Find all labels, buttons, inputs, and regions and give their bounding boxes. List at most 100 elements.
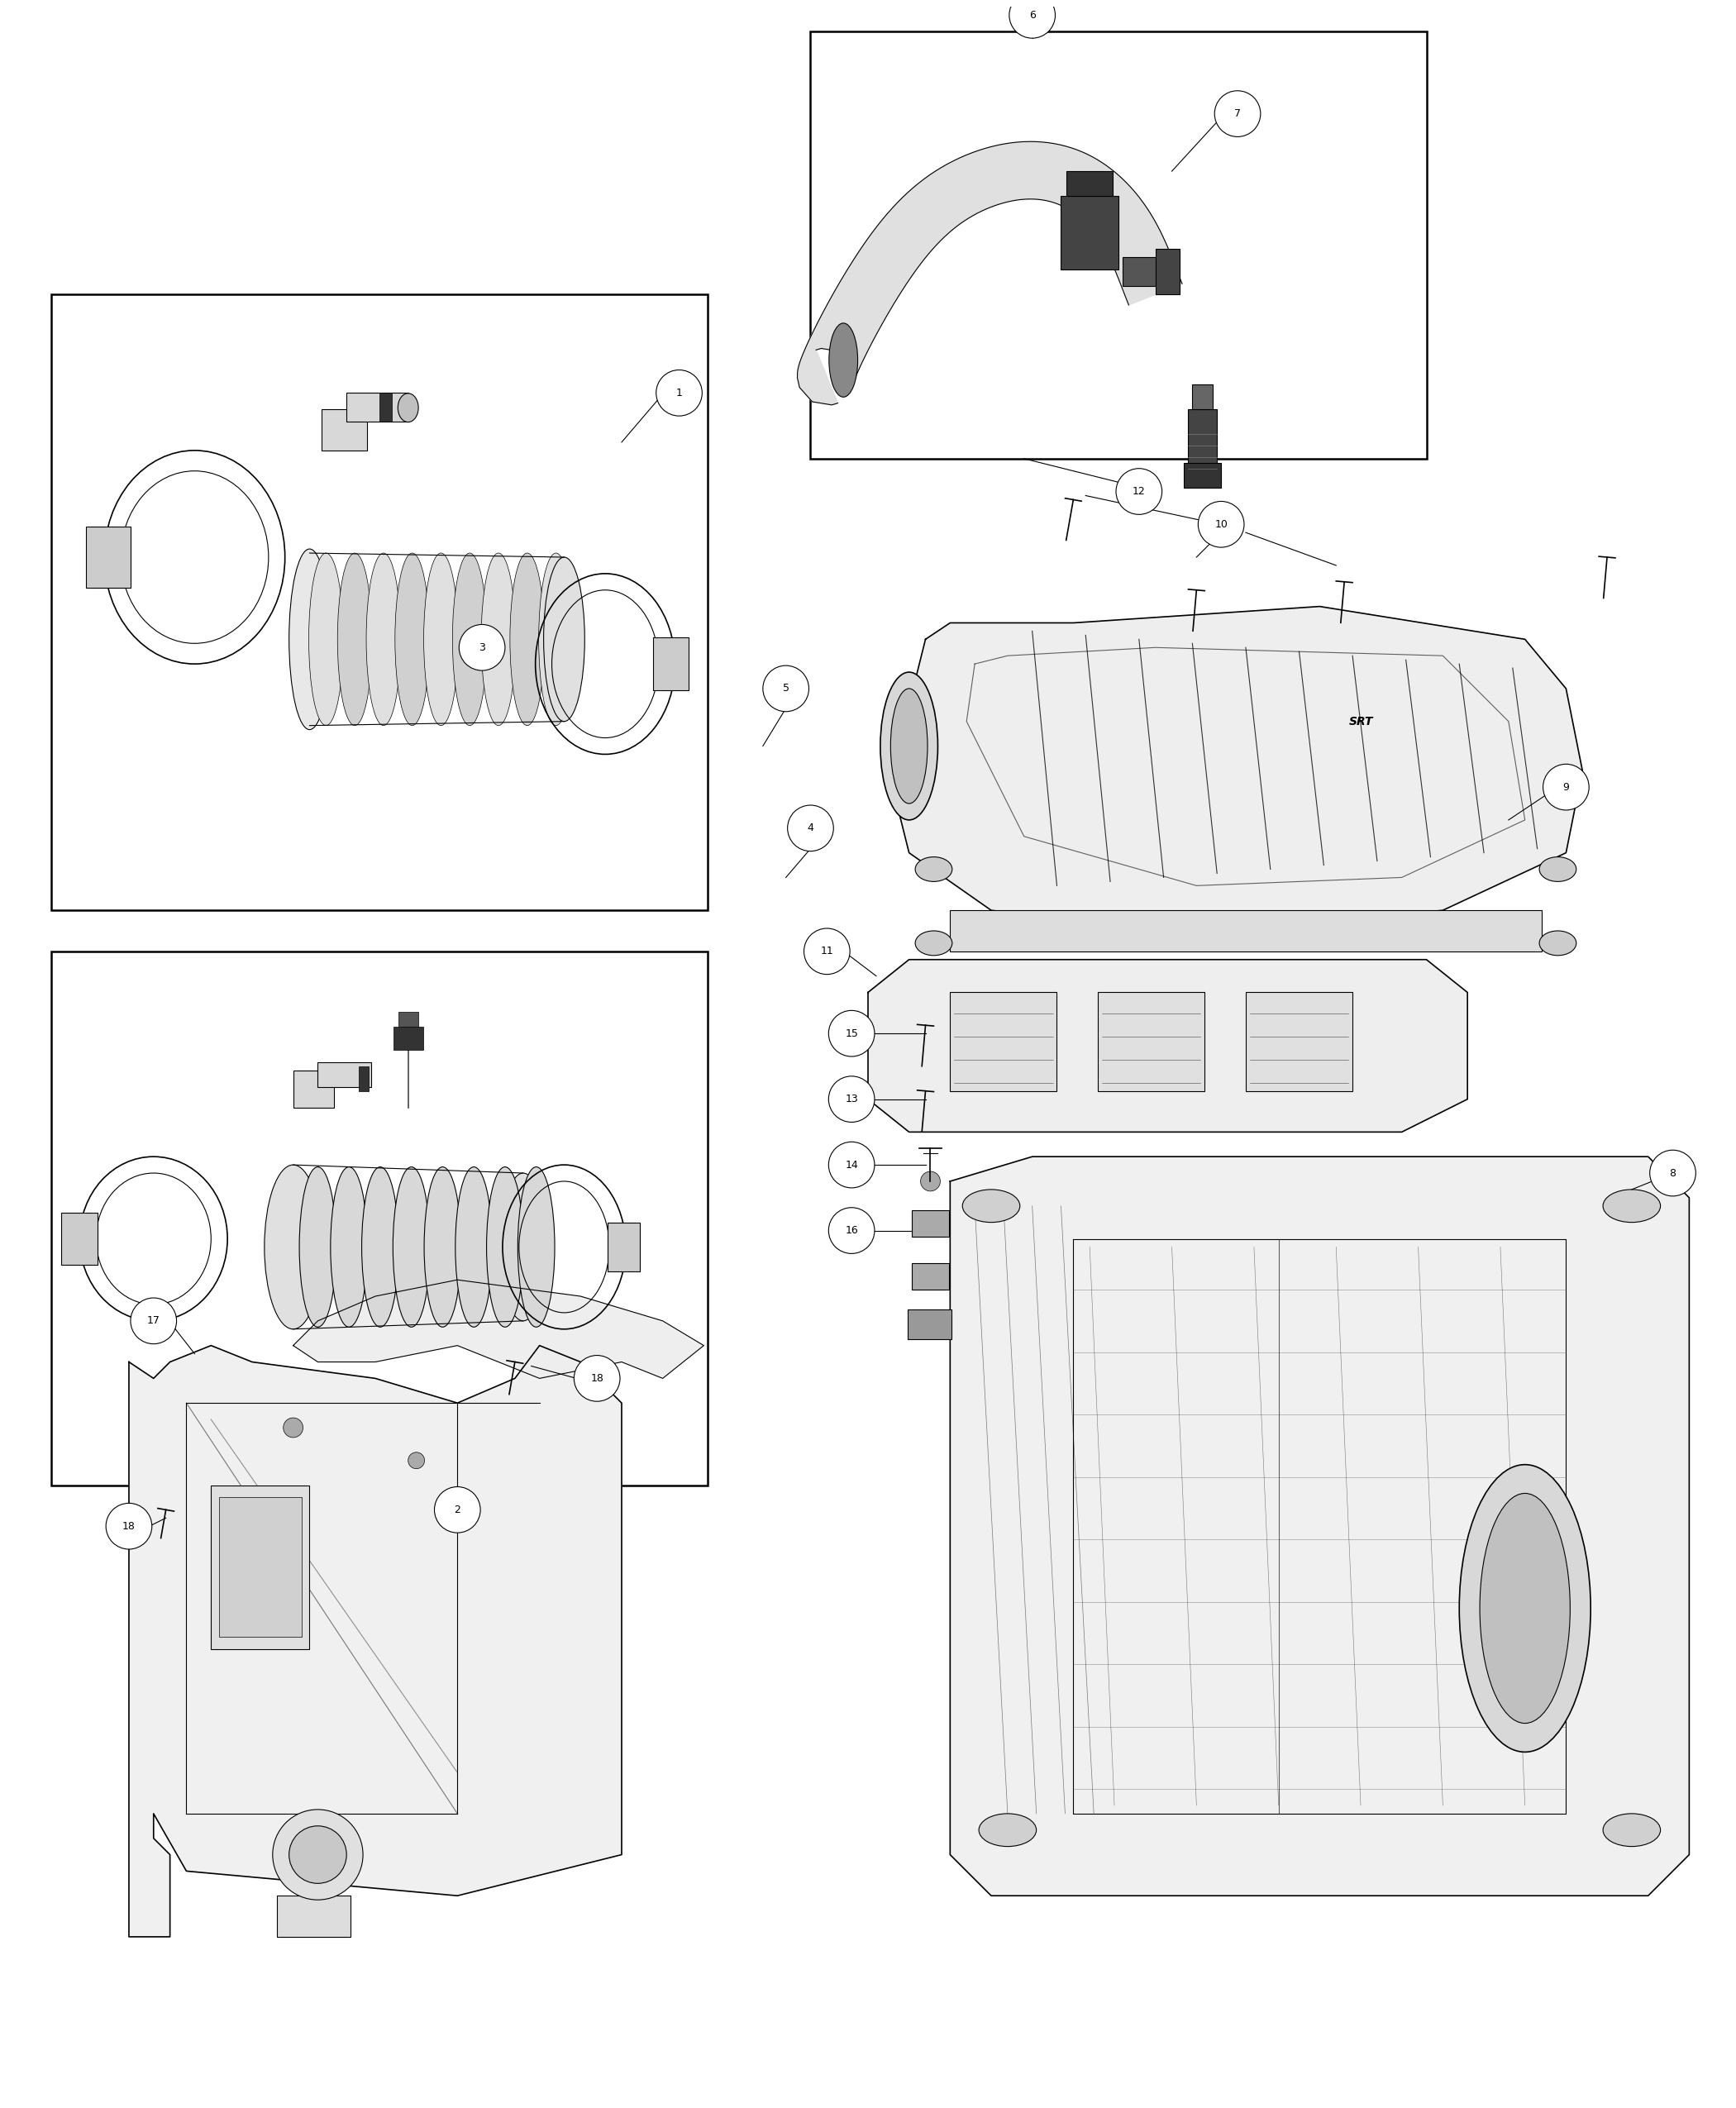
Ellipse shape — [290, 548, 330, 729]
Circle shape — [828, 1010, 875, 1056]
Ellipse shape — [1460, 1465, 1590, 1752]
Bar — [1184, 464, 1220, 487]
Bar — [1061, 196, 1118, 270]
Bar — [811, 32, 1427, 460]
Ellipse shape — [891, 689, 927, 803]
Text: 8: 8 — [1670, 1168, 1675, 1178]
FancyBboxPatch shape — [908, 1309, 951, 1339]
Ellipse shape — [962, 1189, 1021, 1223]
Circle shape — [1116, 468, 1161, 514]
Ellipse shape — [1540, 858, 1576, 881]
Ellipse shape — [486, 1168, 524, 1328]
Bar — [50, 295, 708, 911]
FancyBboxPatch shape — [911, 1263, 950, 1290]
Bar — [950, 911, 1542, 951]
Circle shape — [290, 1826, 347, 1882]
Circle shape — [1198, 502, 1245, 548]
Ellipse shape — [264, 1166, 321, 1330]
Circle shape — [828, 1208, 875, 1254]
Ellipse shape — [830, 323, 858, 396]
Polygon shape — [892, 607, 1583, 936]
Bar — [1156, 249, 1180, 295]
Text: 1: 1 — [675, 388, 682, 398]
Text: 14: 14 — [845, 1159, 858, 1170]
Bar — [318, 1062, 372, 1088]
Ellipse shape — [366, 552, 401, 725]
Ellipse shape — [424, 552, 458, 725]
Ellipse shape — [500, 1172, 545, 1322]
Ellipse shape — [1602, 1189, 1660, 1223]
Circle shape — [656, 369, 701, 415]
Ellipse shape — [538, 552, 573, 725]
Text: 9: 9 — [1562, 782, 1569, 793]
Ellipse shape — [543, 557, 585, 721]
Bar — [380, 392, 392, 422]
Ellipse shape — [915, 932, 951, 955]
Bar — [359, 1067, 368, 1092]
Circle shape — [828, 1143, 875, 1187]
FancyBboxPatch shape — [653, 637, 689, 689]
Bar — [1123, 257, 1168, 287]
Text: 16: 16 — [845, 1225, 858, 1235]
Text: 2: 2 — [455, 1505, 460, 1516]
Ellipse shape — [337, 552, 372, 725]
Bar — [212, 1486, 309, 1648]
Ellipse shape — [915, 858, 951, 881]
Text: 10: 10 — [1215, 519, 1227, 529]
Bar — [398, 1012, 418, 1027]
Circle shape — [458, 624, 505, 670]
Text: 11: 11 — [821, 946, 833, 957]
Polygon shape — [950, 1157, 1689, 1895]
Ellipse shape — [398, 394, 418, 422]
Ellipse shape — [392, 1168, 431, 1328]
Circle shape — [1543, 763, 1588, 809]
Circle shape — [1649, 1151, 1696, 1195]
Ellipse shape — [453, 552, 488, 725]
Bar — [219, 1497, 302, 1638]
Ellipse shape — [299, 1168, 337, 1328]
Ellipse shape — [979, 1813, 1036, 1847]
Text: 5: 5 — [783, 683, 790, 694]
Bar — [50, 951, 708, 1486]
FancyBboxPatch shape — [61, 1212, 97, 1265]
Circle shape — [575, 1355, 620, 1402]
Bar — [321, 409, 366, 451]
Bar — [1066, 171, 1113, 196]
Bar — [293, 1071, 335, 1107]
Ellipse shape — [510, 552, 545, 725]
Ellipse shape — [1602, 1813, 1660, 1847]
Bar — [1097, 993, 1205, 1092]
FancyBboxPatch shape — [87, 527, 130, 588]
Ellipse shape — [880, 672, 937, 820]
Text: 12: 12 — [1132, 487, 1146, 497]
Text: 3: 3 — [479, 643, 486, 653]
Circle shape — [273, 1809, 363, 1899]
Bar — [950, 993, 1057, 1092]
Circle shape — [408, 1452, 425, 1469]
Bar — [1187, 409, 1217, 466]
Ellipse shape — [1540, 932, 1576, 955]
Text: 17: 17 — [148, 1315, 160, 1326]
Text: 4: 4 — [807, 822, 814, 833]
Text: 6: 6 — [1029, 11, 1035, 21]
Polygon shape — [293, 1280, 703, 1379]
Bar — [1193, 386, 1213, 409]
Ellipse shape — [396, 552, 429, 725]
Text: 18: 18 — [590, 1372, 604, 1383]
Circle shape — [130, 1299, 177, 1345]
Ellipse shape — [309, 552, 344, 725]
Bar — [1246, 993, 1352, 1092]
Ellipse shape — [361, 1168, 399, 1328]
Circle shape — [828, 1077, 875, 1121]
Bar — [347, 392, 408, 422]
Polygon shape — [868, 959, 1467, 1132]
Circle shape — [106, 1503, 153, 1549]
Circle shape — [283, 1419, 304, 1438]
Polygon shape — [128, 1345, 621, 1937]
Circle shape — [762, 666, 809, 713]
Text: 7: 7 — [1234, 108, 1241, 118]
Text: 15: 15 — [845, 1029, 858, 1039]
Text: 18: 18 — [122, 1520, 135, 1533]
Circle shape — [434, 1486, 481, 1533]
Circle shape — [920, 1172, 941, 1191]
